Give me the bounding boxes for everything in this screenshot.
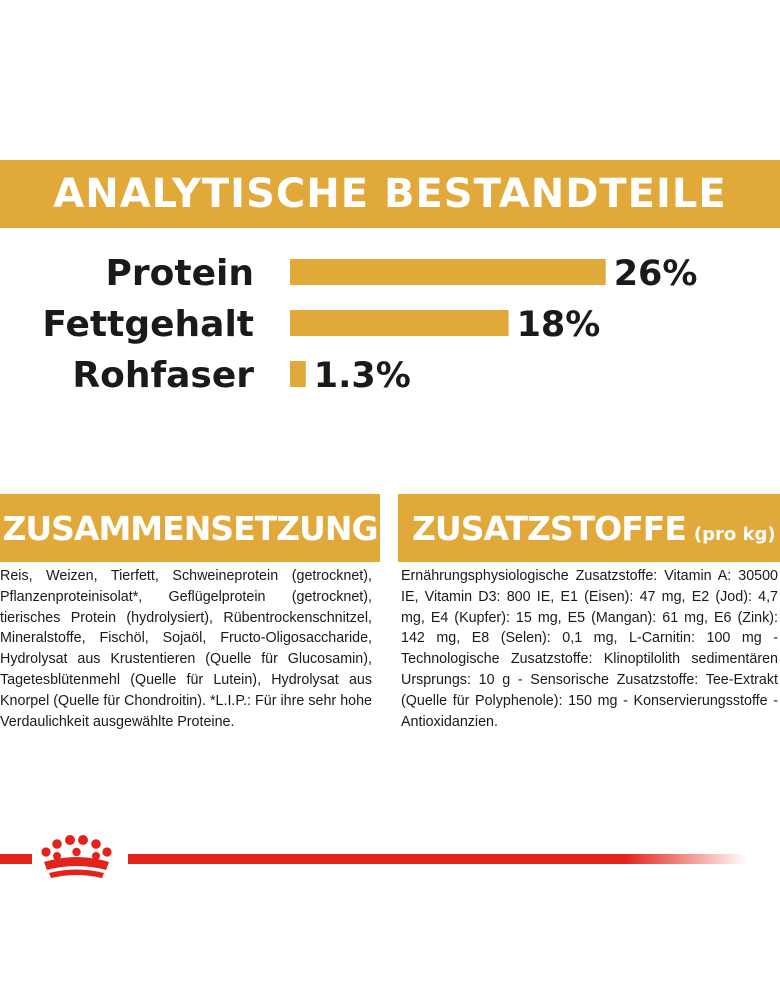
value-label-rohfaser: 1.3% [314, 356, 411, 396]
category-label-fettgehalt: Fettgehalt [42, 304, 254, 345]
bar-fettgehalt [290, 310, 509, 336]
brand-line [0, 835, 748, 878]
value-label-fettgehalt: 18% [517, 305, 601, 345]
category-label-protein: Protein [106, 253, 254, 294]
composition-text: Reis, Weizen, Tierfett, Schweineprotein … [0, 568, 372, 730]
crown-logo-icon [41, 835, 112, 878]
composition-title: ZUSAMMENSETZUNG [0, 494, 380, 562]
value-label-protein: 26% [614, 254, 698, 294]
additives-header: ZUSATZSTOFFE (pro kg) [398, 494, 780, 562]
brand-line-left [0, 854, 32, 864]
nutrient-bar-chart: Protein 26% Fettgehalt 18% Rohfaser 1.3% [42, 253, 698, 396]
bar-rohfaser [290, 361, 306, 387]
brand-line-right [128, 854, 748, 864]
additives-unit: (pro kg) [693, 523, 776, 545]
bar-protein [290, 259, 606, 285]
additives-title: ZUSATZSTOFFE [412, 508, 687, 548]
analytic-title: ANALYTISCHE BESTANDTEILE [0, 160, 780, 228]
additives-text: Ernährungsphysiologische Zusatzstoffe: V… [401, 568, 778, 730]
category-label-rohfaser: Rohfaser [72, 355, 254, 396]
